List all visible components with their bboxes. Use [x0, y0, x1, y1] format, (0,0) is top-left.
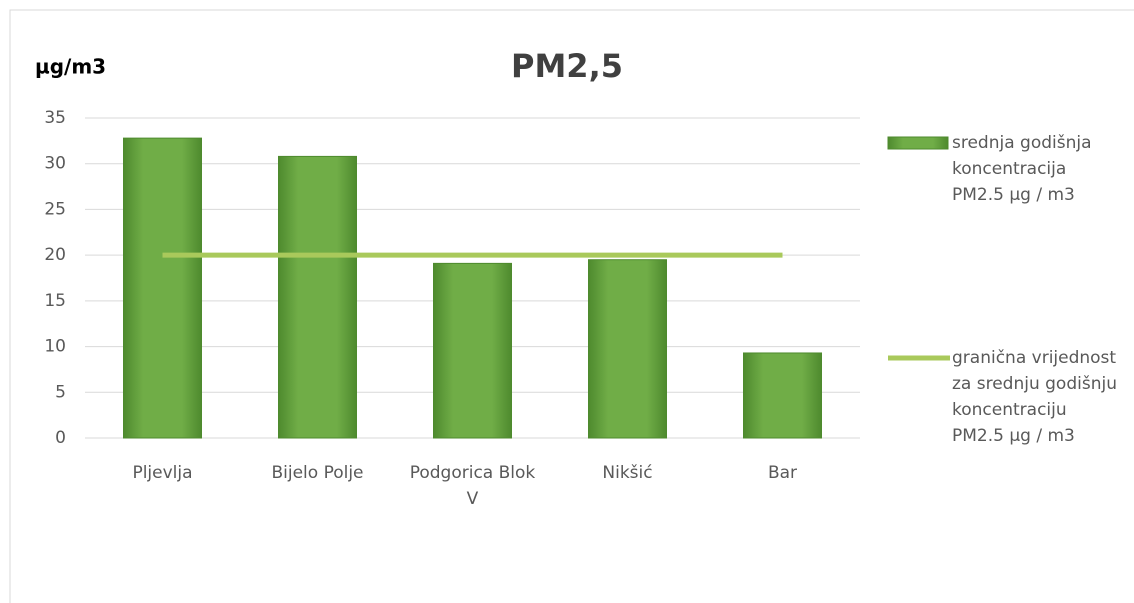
x-tick-label: Bijelo Polje [271, 463, 364, 483]
bar [743, 352, 822, 439]
y-tick-label: 20 [44, 245, 66, 265]
y-tick-label: 35 [44, 108, 66, 128]
bar [433, 262, 512, 439]
y-tick-label: 5 [55, 382, 66, 402]
y-tick-label: 15 [44, 291, 66, 311]
y-axis-label: µg/m3 [35, 55, 106, 79]
chart-title: PM2,5 [511, 47, 623, 85]
y-tick-label: 25 [44, 199, 66, 219]
y-tick-label: 0 [55, 428, 66, 448]
legend-label: srednja godišnja koncentracija PM2.5 µg … [952, 133, 1092, 205]
x-tick-label: Nikšić [602, 463, 653, 483]
x-tick-label: Pljevlja [132, 463, 193, 483]
x-tick-label: Bar [767, 463, 798, 483]
bar [278, 155, 357, 439]
bar [123, 137, 202, 439]
bar [588, 259, 667, 439]
y-tick-label: 30 [44, 154, 66, 174]
frame [9, 9, 1134, 603]
x-tick-label: Podgorica Blok V [409, 463, 536, 509]
y-tick-label: 10 [44, 337, 66, 357]
legend-label: granična vrijednost za srednju godišnju … [952, 348, 1117, 446]
legend-swatch [887, 136, 949, 150]
